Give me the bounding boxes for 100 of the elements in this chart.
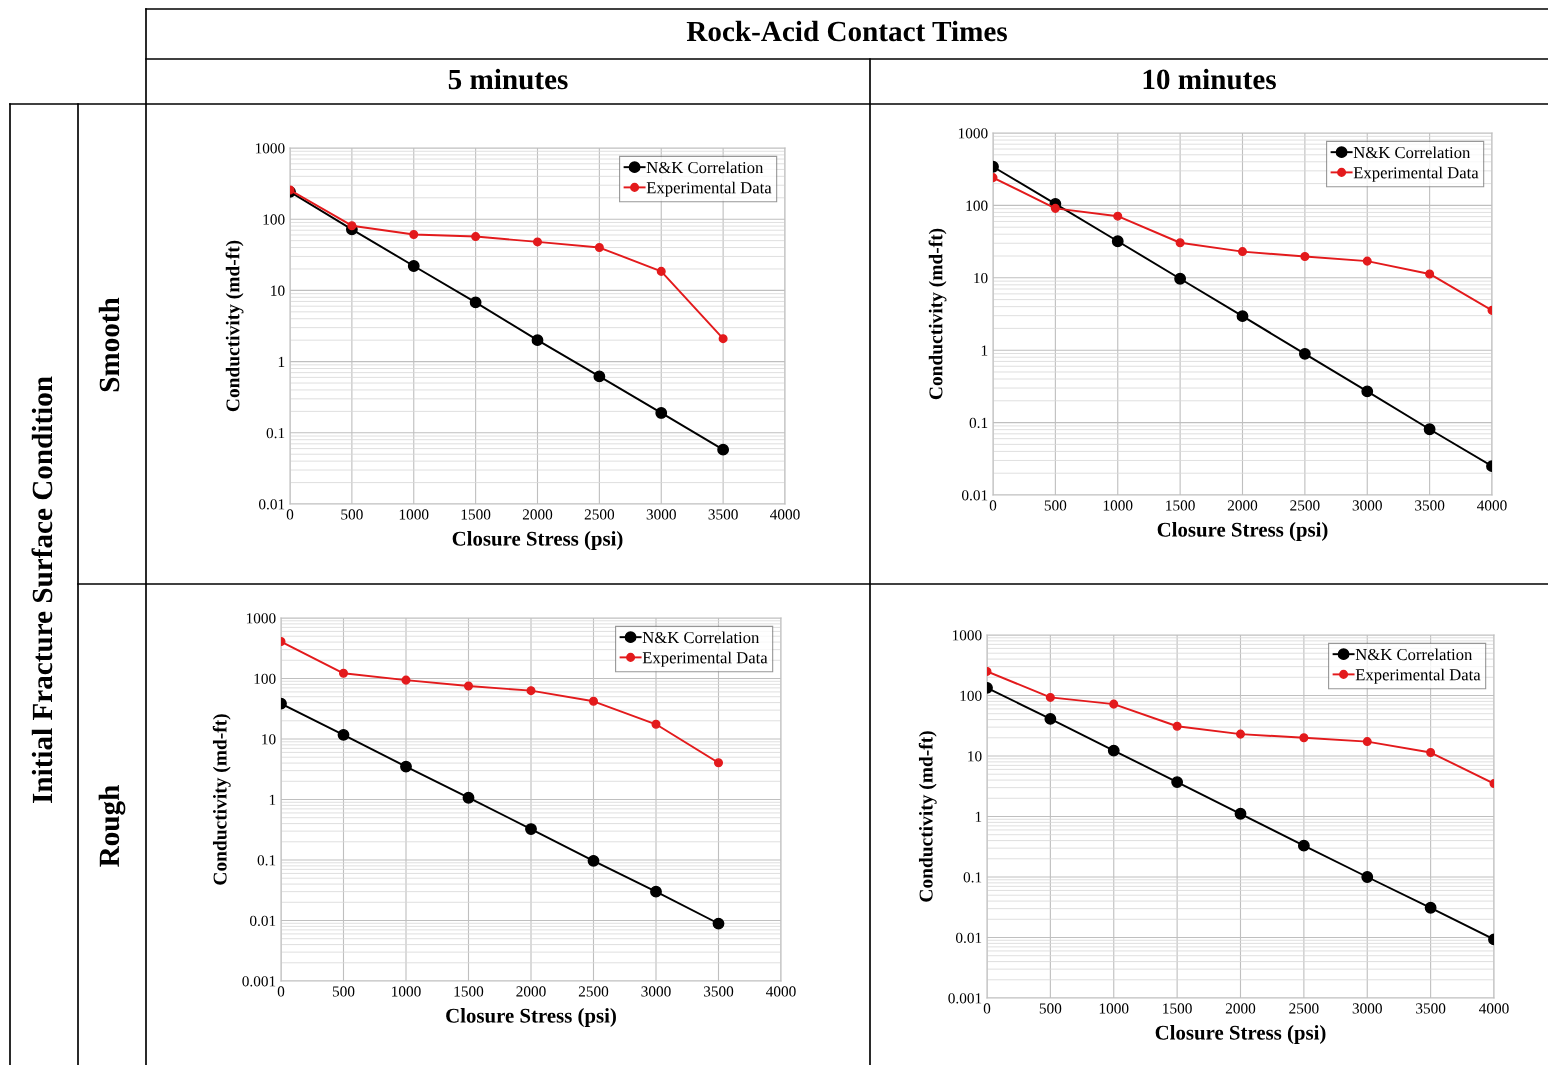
point [338,668,349,678]
y-tick-label: 0.1 [969,417,988,429]
x-tick-label: 2000 [1227,500,1258,511]
x-tick-label: 1500 [1163,1003,1192,1014]
y-tick-label: 1 [269,794,276,805]
x-tick-label: 1000 [1099,1003,1129,1014]
point [1361,385,1374,398]
point [1045,692,1055,702]
point [1175,238,1185,248]
point [400,760,412,773]
y-tick-label: 100 [263,214,285,225]
x-tick-label: 3000 [641,986,671,997]
y-tick-label: 1 [981,345,988,356]
point [1171,776,1184,789]
legend-label: Experimental Data [646,181,772,197]
text: Rock-Acid Contact Times [686,20,1007,42]
point [337,728,350,741]
y-tick-label: 10 [262,734,276,745]
text: Rough [98,785,126,867]
legend-label: N&K Correlation [1353,146,1471,159]
point [717,443,730,456]
x-tick-label: 2500 [578,986,609,997]
x-tick-label: 2000 [522,509,553,520]
x-tick-label: 500 [341,509,363,520]
point [1297,839,1310,852]
point [525,823,537,835]
legend-label: N&K Correlation [646,161,764,174]
y-tick-label: 0.01 [955,932,982,944]
x-tick-label: 1500 [454,986,484,997]
x-axis-title: Closure Stress (psi) [1155,1025,1326,1044]
x-tick-label: 3500 [703,986,734,997]
x-axis-title: Closure Stress (psi) [1157,522,1328,541]
legend-label: N&K Correlation [642,631,760,644]
point [469,296,482,309]
x-tick-label: 3000 [646,509,676,520]
point [1426,748,1436,758]
y-tick-label: 100 [966,200,988,211]
x-tick-label: 500 [1039,1003,1062,1014]
y-tick-label: 0.01 [961,490,988,501]
x-tick-label: 0 [983,1003,991,1014]
y-axis-title: Conductivity (md-ft) [918,731,937,902]
point [1109,699,1119,709]
point [1113,211,1123,221]
y-tick-label: 100 [254,673,276,684]
x-tick-label: 2000 [516,986,546,997]
x-tick-label: 2500 [1290,500,1320,511]
point [532,237,543,247]
x-tick-label: 2000 [1225,1003,1256,1014]
x-tick-label: 4000 [766,986,796,997]
y-tick-label: 10 [974,272,988,284]
y-axis-title: Conductivity (md-ft) [928,228,947,400]
y-tick-label: 0.01 [258,499,285,510]
legend-label: Experimental Data [1355,668,1481,684]
point [407,260,420,272]
point [593,370,606,383]
chart-title: 10 minutes [1143,68,1276,90]
point [1424,901,1437,914]
y-tick-label: 0.1 [266,427,285,439]
point [587,854,600,867]
point [1107,744,1120,757]
y-tick-label: 0.1 [257,855,276,866]
x-tick-label: 2500 [584,509,615,520]
point [713,758,724,768]
x-tick-label: 3000 [1352,500,1382,511]
point [594,243,604,253]
x-tick-label: 3500 [708,509,738,520]
point [1237,247,1248,257]
x-tick-label: 3500 [1415,500,1445,511]
point [588,696,599,706]
legend-label: Experimental Data [642,651,768,667]
point [1423,423,1436,436]
y-tick-label: 1 [278,356,285,367]
x-tick-label: 4000 [770,509,800,520]
x-tick-label: 1000 [399,509,429,520]
y-tick-label: 1 [975,811,982,822]
y-axis-title: Conductivity (md-ft) [225,240,244,412]
point [409,229,419,239]
point [650,885,662,898]
x-tick-label: 1500 [1166,500,1195,511]
y-tick-label: 1000 [958,128,988,139]
point [1361,871,1374,883]
text: Smooth [98,297,120,392]
y-tick-label: 0.001 [242,976,276,987]
point [1236,310,1249,323]
point [1044,713,1057,725]
x-tick-label: 3500 [1416,1003,1446,1014]
point [1050,203,1060,213]
x-tick-label: 1000 [392,986,421,997]
point [1111,235,1124,248]
point [462,791,475,804]
point [718,334,728,344]
point [1174,272,1187,285]
point [526,686,536,696]
y-tick-label: 0.01 [249,915,276,927]
y-tick-label: 1000 [246,613,276,624]
point [712,917,725,930]
x-tick-label: 0 [277,986,285,997]
point [1235,729,1246,739]
chart-title: 5 minutes [448,68,568,90]
x-tick-label: 4000 [1479,1003,1509,1014]
